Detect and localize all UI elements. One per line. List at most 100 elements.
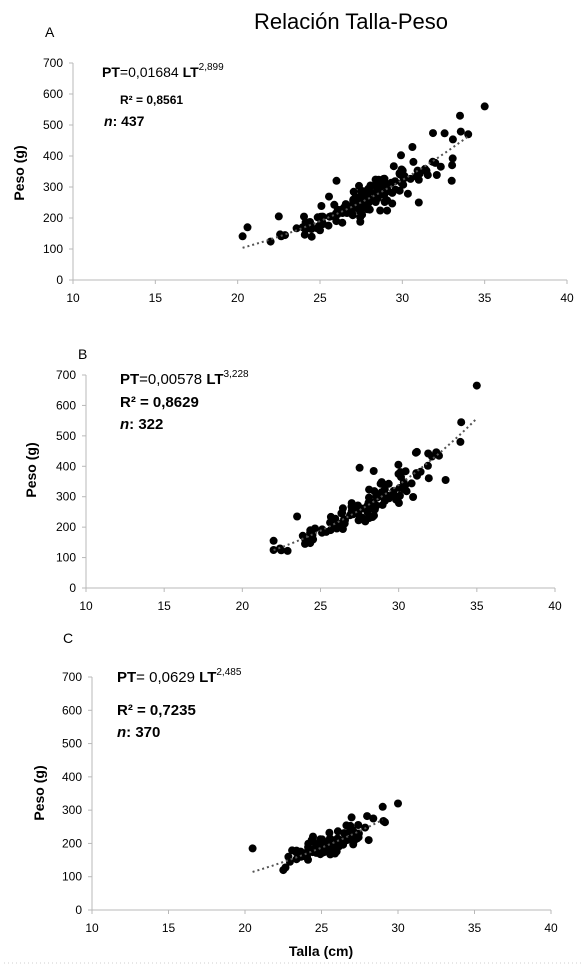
data-point <box>364 836 373 845</box>
data-point <box>424 474 433 483</box>
data-point <box>283 546 292 555</box>
trendline <box>273 417 478 552</box>
data-point <box>398 166 407 175</box>
data-point <box>317 202 326 210</box>
data-point <box>377 478 386 487</box>
x-axis-title: Talla (cm) <box>289 943 353 959</box>
data-point <box>440 129 449 138</box>
data-point <box>447 176 456 185</box>
data-point <box>293 512 302 521</box>
data-point <box>333 827 342 836</box>
data-point <box>414 198 423 207</box>
x-tick-label: 30 <box>396 291 410 305</box>
data-point <box>274 212 283 221</box>
data-point <box>381 818 389 827</box>
data-point <box>391 177 400 186</box>
y-tick-label: 700 <box>43 56 63 70</box>
y-tick-label: 0 <box>75 903 82 917</box>
data-point <box>353 501 362 510</box>
data-point <box>472 381 481 390</box>
y-tick-label: 600 <box>56 398 76 412</box>
data-point <box>355 181 363 190</box>
data-point <box>347 502 356 511</box>
data-point <box>423 171 432 180</box>
data-point <box>394 493 403 502</box>
x-tick-label: 15 <box>157 599 171 613</box>
x-tick-label: 20 <box>236 599 250 613</box>
data-point <box>355 201 364 210</box>
data-point <box>432 171 441 179</box>
trendline <box>242 135 469 249</box>
data-point <box>332 176 341 185</box>
r2-label: R² = 0,8629 <box>120 394 199 411</box>
y-tick-label: 200 <box>43 211 63 225</box>
y-tick-label: 0 <box>56 273 63 287</box>
x-tick-label: 40 <box>548 599 562 613</box>
x-tick-label: 15 <box>149 291 163 305</box>
data-point <box>436 162 445 171</box>
x-tick-label: 25 <box>313 291 327 305</box>
data-point <box>266 237 275 246</box>
data-point <box>383 196 392 205</box>
x-tick-label: 40 <box>544 921 558 935</box>
x-tick-label: 20 <box>231 291 245 305</box>
y-tick-label: 100 <box>62 870 82 884</box>
data-point <box>376 206 385 215</box>
x-tick-label: 10 <box>79 599 93 613</box>
data-point <box>416 467 425 476</box>
x-tick-label: 35 <box>470 599 484 613</box>
equation-label: PT=0,00578 LT3,228 <box>120 369 249 388</box>
data-point <box>397 151 405 160</box>
data-point <box>370 511 378 520</box>
data-point <box>394 460 403 469</box>
equation-label: PT=0,01684 LT2,899 <box>102 62 224 80</box>
data-point <box>414 175 423 184</box>
y-axis-title: Peso (g) <box>31 765 47 820</box>
y-tick-label: 400 <box>62 770 82 784</box>
data-point <box>347 813 356 822</box>
data-point <box>464 130 473 139</box>
data-point <box>332 209 340 218</box>
data-point <box>292 855 301 864</box>
data-point <box>354 821 363 829</box>
data-point <box>456 111 464 120</box>
data-point <box>441 476 450 484</box>
data-point <box>248 844 257 853</box>
data-point <box>330 200 339 209</box>
data-point <box>292 848 301 857</box>
data-point <box>403 189 412 198</box>
x-tick-label: 15 <box>162 921 176 935</box>
data-point <box>301 218 310 227</box>
y-axis-title: Peso (g) <box>23 442 39 497</box>
y-tick-label: 400 <box>43 149 63 163</box>
data-point <box>363 812 372 821</box>
data-point <box>429 129 437 138</box>
data-point <box>338 218 347 227</box>
x-tick-label: 30 <box>392 599 406 613</box>
n-label: n: 322 <box>120 416 163 433</box>
y-tick-label: 700 <box>56 368 76 382</box>
n-label: n: 437 <box>104 113 145 129</box>
y-tick-label: 500 <box>43 118 63 132</box>
data-point <box>332 847 341 856</box>
data-point <box>358 210 367 219</box>
data-point <box>332 217 341 226</box>
data-point <box>269 536 278 545</box>
panel-letter: A <box>45 24 55 40</box>
data-point <box>356 217 365 226</box>
data-point <box>354 516 363 525</box>
data-point <box>365 188 374 196</box>
y-tick-label: 200 <box>56 520 76 534</box>
data-point <box>279 866 288 875</box>
r2-label: R² = 0,8561 <box>120 93 183 107</box>
data-point <box>423 461 432 470</box>
figure-title: Relación Talla-Peso <box>254 9 448 34</box>
data-point <box>318 212 327 221</box>
data-point <box>389 486 398 495</box>
data-point <box>322 527 331 536</box>
data-point <box>396 468 405 477</box>
data-point <box>342 821 351 830</box>
y-tick-label: 500 <box>56 429 76 443</box>
data-point <box>428 157 437 166</box>
